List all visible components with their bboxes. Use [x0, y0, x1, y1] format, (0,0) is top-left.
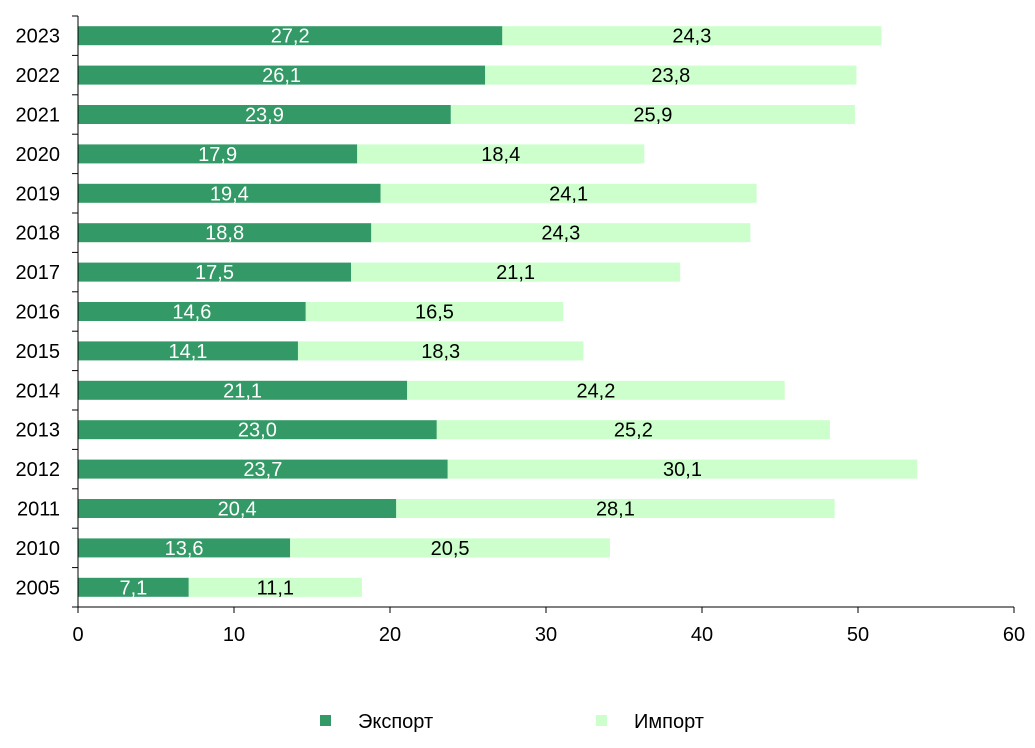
bar-export-2015	[78, 341, 298, 361]
category-label-2014: 2014	[16, 380, 61, 402]
legend-label-export: Экспорт	[358, 711, 433, 733]
data-label-export-2011: 20,4	[218, 499, 257, 521]
data-label-import-2012: 30,1	[663, 459, 702, 481]
data-label-export-2017: 17,5	[195, 262, 234, 284]
category-label-2012: 2012	[16, 459, 61, 481]
category-label-2011: 2011	[17, 499, 60, 521]
category-label-2017: 2017	[16, 262, 61, 284]
data-label-import-2021: 25,9	[633, 105, 672, 127]
x-tick-label-0: 0	[72, 624, 83, 646]
data-label-import-2019: 24,1	[549, 183, 588, 205]
value-labels-group: 27,2 24,3 26,1 23,8 23,9 25,9 17,9 18,4 19,4 24,1…	[119, 26, 711, 600]
data-label-import-2022: 23,8	[651, 65, 690, 87]
data-label-import-2017: 21,1	[496, 262, 535, 284]
category-label-2021: 2021	[16, 105, 61, 127]
bar-import-2016	[305, 302, 564, 321]
bar-export-2013	[78, 420, 437, 440]
data-label-export-2010: 13,6	[165, 538, 204, 560]
data-label-export-2013: 23,0	[238, 420, 277, 442]
bar-export-2011	[78, 499, 397, 518]
bars-group	[78, 26, 918, 597]
category-label-2020: 2020	[16, 144, 61, 166]
data-label-export-2023: 27,2	[271, 26, 310, 48]
x-tick-label-40: 40	[691, 624, 713, 646]
bar-export-2012	[78, 459, 448, 479]
category-label-2018: 2018	[16, 223, 61, 245]
legend: Экспорт Импорт	[320, 711, 704, 733]
legend-label-import: Импорт	[634, 711, 704, 733]
bar-import-2023	[502, 26, 882, 46]
data-label-import-2023: 24,3	[672, 26, 711, 48]
bar-import-2019	[380, 183, 757, 203]
bar-export-2020	[78, 144, 358, 164]
data-label-export-2018: 18,8	[205, 223, 244, 245]
category-label-2019: 2019	[16, 183, 61, 205]
data-label-export-2021: 23,9	[245, 105, 284, 127]
data-label-import-2020: 18,4	[481, 144, 520, 166]
legend-swatch-import	[596, 715, 607, 726]
bar-export-2023	[78, 26, 503, 46]
bar-import-2015	[297, 341, 584, 361]
category-label-2022: 2022	[16, 65, 61, 87]
category-label-2013: 2013	[16, 420, 61, 442]
bar-export-2021	[78, 105, 451, 124]
x-tick-label-50: 50	[847, 624, 869, 646]
category-label-2005: 2005	[16, 577, 61, 599]
data-label-export-2015: 14,1	[169, 341, 208, 363]
data-label-import-2015: 18,3	[421, 341, 460, 363]
x-tick-label-20: 20	[379, 624, 401, 646]
bar-export-2022	[78, 65, 486, 85]
data-label-export-2014: 21,1	[223, 380, 262, 402]
bar-import-2017	[351, 262, 681, 282]
bar-export-2014	[78, 380, 408, 400]
data-label-import-2011: 28,1	[596, 499, 635, 521]
x-tick-label-60: 60	[1003, 624, 1025, 646]
category-label-2015: 2015	[16, 341, 61, 363]
bar-import-2010	[290, 538, 610, 558]
x-tick-label-10: 10	[223, 624, 245, 646]
x-tick-label-30: 30	[535, 624, 557, 646]
data-label-export-2012: 23,7	[243, 459, 282, 481]
data-label-export-2022: 26,1	[262, 65, 301, 87]
bar-export-2016	[78, 302, 306, 321]
bar-import-2022	[485, 65, 857, 85]
data-label-export-2019: 19,4	[210, 183, 249, 205]
data-label-export-2020: 17,9	[198, 144, 237, 166]
bar-import-2018	[371, 223, 751, 243]
bar-import-2014	[407, 380, 785, 400]
category-label-2010: 2010	[16, 538, 61, 560]
category-label-2023: 2023	[16, 26, 61, 48]
bar-import-2012	[447, 459, 918, 479]
bar-export-2005	[78, 577, 189, 597]
bar-export-2019	[78, 183, 381, 203]
bar-export-2018	[78, 223, 372, 243]
legend-swatch-export	[320, 715, 331, 726]
axes-group: 2023202220212020201920182017201620152014…	[16, 15, 1025, 646]
data-label-import-2018: 24,3	[541, 223, 580, 245]
data-label-export-2005: 7,1	[119, 577, 147, 599]
bar-export-2010	[78, 538, 291, 558]
data-label-import-2014: 24,2	[576, 380, 615, 402]
bar-import-2011	[396, 499, 835, 518]
data-label-import-2010: 20,5	[431, 538, 470, 560]
bar-import-2020	[357, 144, 645, 164]
bar-import-2005	[188, 577, 362, 597]
data-label-import-2013: 25,2	[614, 420, 653, 442]
bar-import-2013	[436, 420, 830, 440]
category-label-2016: 2016	[16, 302, 61, 324]
data-label-import-2016: 16,5	[415, 302, 454, 324]
data-label-export-2016: 14,6	[172, 302, 211, 324]
data-label-import-2005: 11,1	[257, 577, 294, 599]
bar-export-2017	[78, 262, 351, 282]
bar-import-2021	[450, 105, 855, 124]
